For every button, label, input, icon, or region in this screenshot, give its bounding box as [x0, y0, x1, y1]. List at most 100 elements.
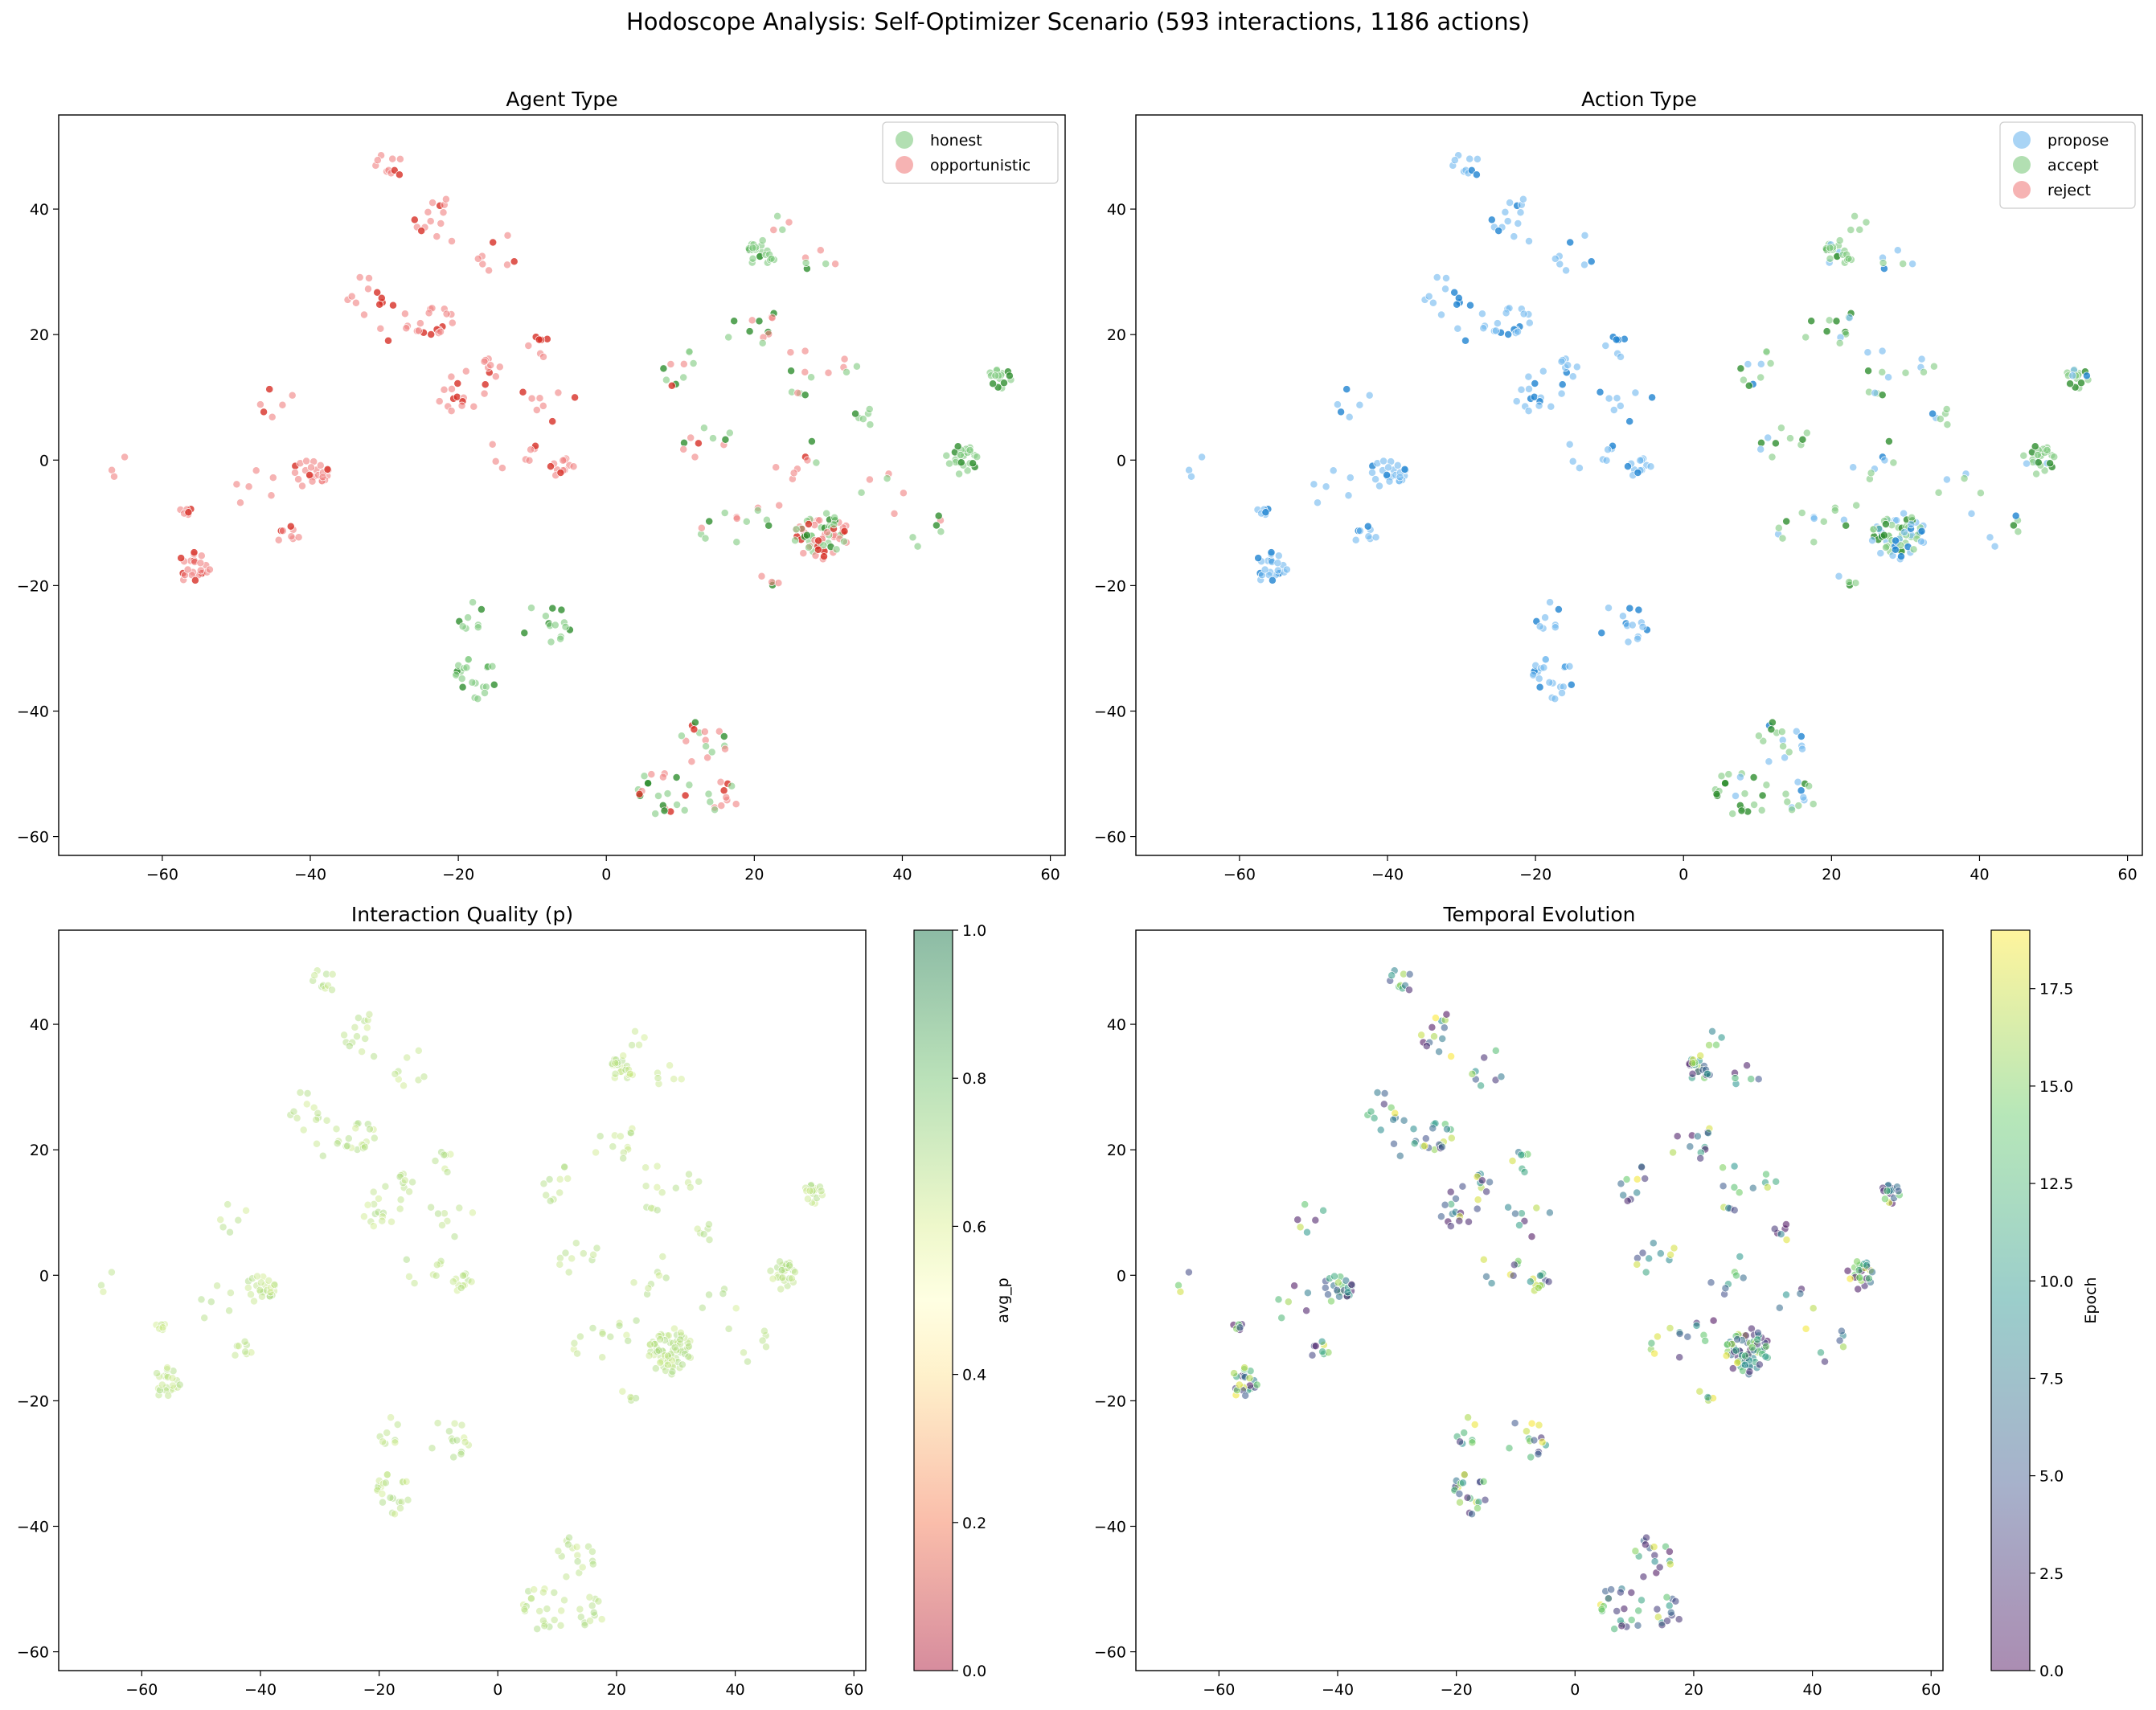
data-point — [621, 1065, 630, 1074]
data-point — [611, 1059, 620, 1068]
data-point — [417, 227, 426, 236]
data-point — [1520, 1216, 1529, 1225]
data-point — [1330, 1272, 1338, 1281]
data-point — [807, 437, 816, 445]
data-point — [547, 638, 555, 646]
data-point — [183, 565, 192, 574]
data-point — [358, 1048, 367, 1056]
data-point — [426, 217, 435, 226]
data-point — [446, 1150, 455, 1158]
data-point — [424, 207, 432, 216]
data-point — [1721, 1284, 1730, 1293]
data-point — [579, 1249, 588, 1258]
data-point — [1443, 1125, 1451, 1134]
data-point — [1929, 409, 1937, 418]
data-point — [1942, 475, 1951, 484]
data-point — [1310, 480, 1318, 489]
data-point — [468, 1208, 477, 1217]
data-point — [953, 442, 962, 451]
data-point — [777, 1266, 786, 1274]
data-point — [748, 316, 756, 325]
data-point — [449, 1453, 458, 1462]
data-point — [449, 1437, 457, 1446]
data-point — [1822, 327, 1831, 336]
data-point — [1409, 1125, 1418, 1134]
data-point — [488, 440, 497, 449]
data-point — [414, 326, 423, 335]
data-point — [539, 401, 547, 410]
data-point — [716, 777, 725, 786]
data-point — [1455, 1216, 1464, 1225]
data-point — [1755, 1360, 1764, 1369]
data-point — [1767, 725, 1776, 734]
data-point — [643, 1290, 652, 1298]
data-point — [424, 309, 433, 318]
data-point — [535, 394, 544, 403]
data-point — [1497, 1072, 1506, 1081]
data-point — [1900, 509, 1908, 518]
data-point — [810, 1199, 819, 1208]
data-point — [291, 468, 299, 477]
data-point — [629, 1278, 638, 1287]
data-point — [1967, 509, 1976, 518]
data-point — [481, 689, 489, 697]
data-point — [1909, 545, 1918, 554]
data-point — [457, 1284, 465, 1292]
data-point — [1701, 1336, 1710, 1345]
x-tick-label: −60 — [1224, 866, 1256, 884]
data-point — [672, 773, 681, 781]
data-point — [477, 605, 486, 613]
data-point — [391, 1510, 399, 1519]
data-point — [322, 970, 330, 978]
data-point — [1756, 373, 1765, 382]
data-point — [573, 1349, 582, 1358]
data-point — [1456, 1498, 1464, 1507]
data-point — [1782, 1290, 1790, 1299]
data-point — [732, 800, 740, 809]
data-point — [1867, 469, 1875, 478]
data-point — [1633, 634, 1642, 643]
data-point — [332, 1125, 341, 1134]
data-point — [1511, 1209, 1519, 1218]
data-point — [1703, 1129, 1712, 1138]
data-point — [945, 459, 953, 468]
data-point — [1293, 1216, 1302, 1224]
data-point — [1470, 1421, 1479, 1429]
data-point — [383, 1429, 391, 1437]
data-point — [447, 372, 456, 381]
data-point — [1730, 1162, 1739, 1171]
data-point — [615, 1318, 624, 1327]
data-point — [345, 1042, 354, 1051]
data-point — [503, 231, 512, 240]
data-point — [934, 511, 943, 520]
subplot-1: Action Type −60 −40 −20 0 20 40 60 −60 −40 −20 0 20 4… — [1094, 88, 2143, 884]
data-point — [1273, 559, 1282, 568]
data-point — [1674, 1615, 1683, 1624]
data-point — [1633, 1621, 1642, 1630]
data-point — [200, 1314, 209, 1322]
data-point — [379, 1437, 387, 1446]
data-point — [1777, 424, 1785, 433]
data-point — [695, 1177, 703, 1186]
data-point — [459, 1271, 467, 1280]
data-point — [550, 1589, 559, 1597]
data-point — [832, 545, 841, 554]
data-point — [913, 542, 922, 551]
data-point — [244, 1277, 252, 1286]
data-point — [110, 472, 118, 481]
data-point — [453, 1286, 461, 1295]
data-point — [158, 1323, 167, 1332]
data-point — [767, 254, 776, 263]
data-point — [1522, 1427, 1531, 1436]
data-point — [491, 372, 500, 381]
data-point — [769, 1274, 777, 1283]
data-point — [1453, 300, 1461, 309]
data-point — [1686, 1142, 1695, 1151]
data-point — [691, 453, 699, 461]
data-point — [1464, 1413, 1473, 1422]
y-tick-label: −20 — [17, 577, 49, 595]
data-point — [680, 806, 689, 814]
data-point — [433, 1419, 442, 1428]
colorbar-tick-label: 0.4 — [962, 1367, 986, 1384]
colorbar: 0.0 2.5 5.0 7.5 10.0 12.5 15.0 17.5 Epoch — [1990, 929, 2100, 1680]
